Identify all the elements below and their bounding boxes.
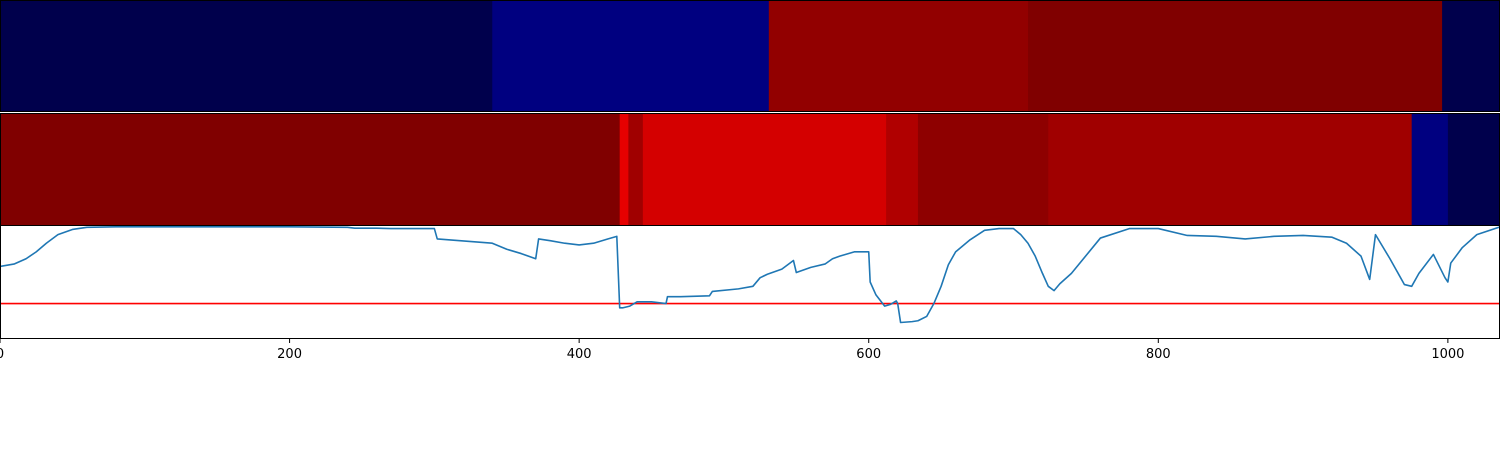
x-tick-label: 600 (856, 347, 881, 362)
heatmap-middle-segment (0, 114, 621, 225)
heatmap-middle-segment (1048, 114, 1413, 225)
line-panel (0, 225, 1500, 339)
heatmap-top-segment (492, 1, 770, 111)
series-line (0, 226, 1500, 324)
heatmap-middle-segment (642, 114, 887, 225)
heatmap-strip-middle (0, 113, 1500, 226)
x-tick-label: 0 (0, 347, 4, 362)
heatmap-middle-segment (886, 114, 919, 225)
heatmap-strip-top (0, 0, 1500, 112)
x-tick-label: 400 (567, 347, 592, 362)
heatmap-middle-segment (917, 114, 1049, 225)
heatmap-top-segment (0, 1, 493, 111)
line-panel-frame (0, 225, 1500, 339)
heatmap-middle-segment (1411, 114, 1449, 225)
heatmap-top-segment (768, 1, 1029, 111)
heatmap-middle-segment (1447, 114, 1500, 225)
x-tick-label: 800 (1146, 347, 1171, 362)
x-tick-label: 1000 (1431, 347, 1464, 362)
heatmap-top-segment (1027, 1, 1443, 111)
x-tick-label: 200 (277, 347, 302, 362)
x-axis: 0 200 400 600 800 1000 (0, 338, 1464, 362)
heatmap-middle-segment (619, 114, 629, 225)
heatmap-top-segment (1442, 1, 1500, 111)
heatmap-middle-segment (628, 114, 644, 225)
